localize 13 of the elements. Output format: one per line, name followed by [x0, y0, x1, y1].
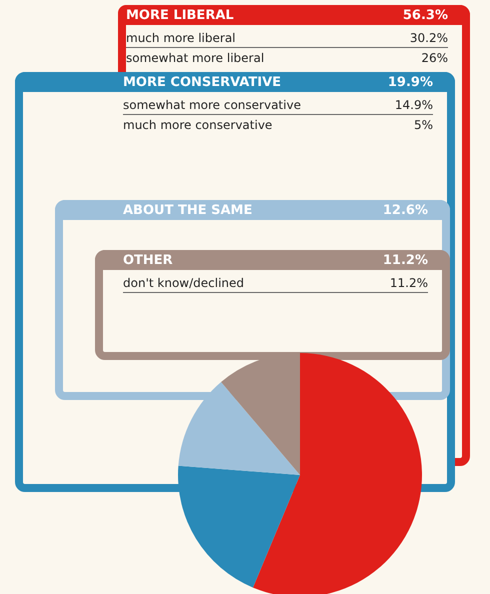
- data-label: 56.3%: [402, 5, 448, 25]
- data-label: 11.2%: [382, 250, 428, 270]
- text: somewhat more liberal 26%: [126, 50, 448, 64]
- legend-label: MORE LIBERAL: [126, 5, 234, 25]
- text: much more conservative 5%: [123, 118, 433, 132]
- legend-label: OTHER: [123, 250, 173, 270]
- text: much more liberal 30.2%: [126, 30, 448, 44]
- data-label: 12.6%: [382, 200, 428, 220]
- legend-label: ABOUT THE SAME: [123, 200, 252, 220]
- text: don't know/declined 11.2%: [123, 276, 428, 290]
- text: somewhat more conservative 14.9%: [123, 98, 433, 112]
- legend-label: MORE CONSERVATIVE: [123, 72, 282, 92]
- data-label: 19.9%: [388, 72, 433, 92]
